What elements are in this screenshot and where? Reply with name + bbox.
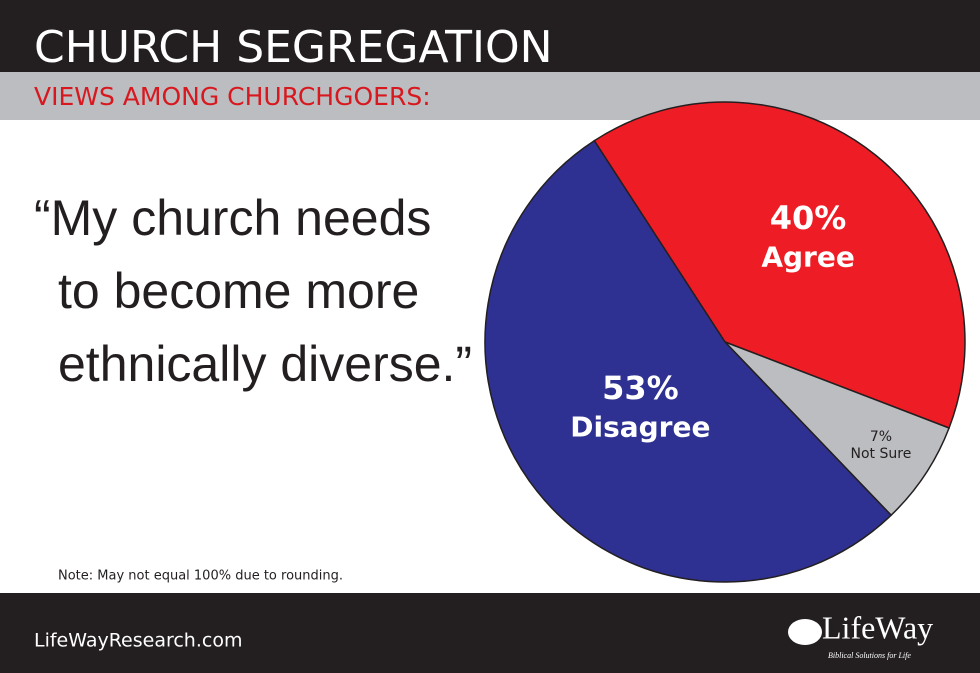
quote-line: “My church needs <box>34 190 431 246</box>
slice-value-label: 7% <box>870 429 892 445</box>
slice-category-label: Not Sure <box>851 446 912 462</box>
slice-value-label: 40% <box>770 199 847 237</box>
pie: 40% Agree 7%Not Sure 53%Disagree <box>484 101 966 583</box>
title: CHURCH SEGREGATION <box>34 22 553 73</box>
slice-value-label: 53% <box>602 369 679 407</box>
quote-line: to become more <box>58 263 419 319</box>
pie-slice <box>724 341 951 517</box>
note: Note: May not equal 100% due to rounding… <box>58 569 343 584</box>
subtitle-band <box>0 72 980 120</box>
title-band <box>0 0 980 72</box>
subtitle: VIEWS AMONG CHURCHGOERS: <box>34 82 431 111</box>
slice-category-label: Disagree <box>570 410 710 443</box>
logo-icon <box>788 619 822 645</box>
slice-category-label: Agree <box>761 241 855 274</box>
logo: LifeWay <box>822 609 933 645</box>
quote-line: ethnically diverse.” <box>58 336 472 392</box>
pie-slice <box>484 139 893 583</box>
quote: “My church needs to become more ethnically… <box>34 190 472 392</box>
pie-slice <box>593 101 966 429</box>
source: LifeWayResearch.com <box>34 630 242 652</box>
tagline: Biblical Solutions for Life <box>828 651 911 660</box>
